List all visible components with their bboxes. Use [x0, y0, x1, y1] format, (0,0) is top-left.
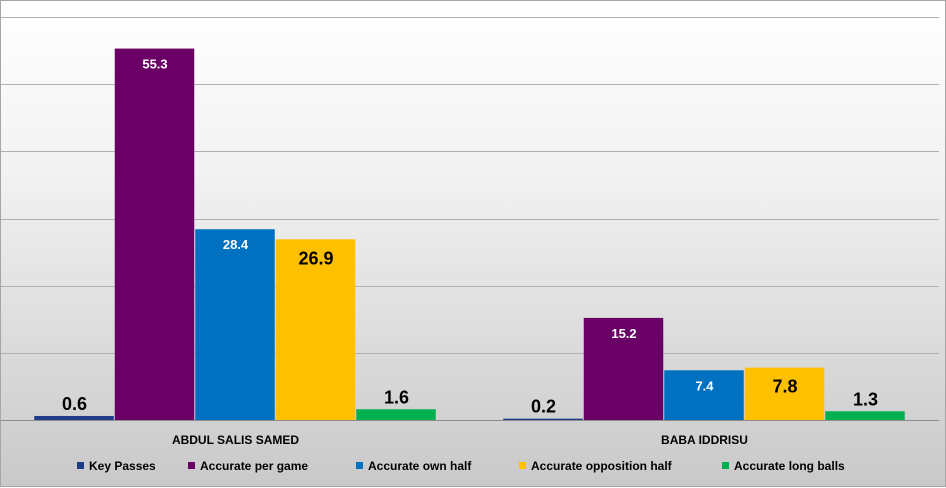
legend-marker: [519, 462, 526, 469]
bar: [503, 418, 583, 420]
bar: [664, 370, 744, 420]
legend-marker: [356, 462, 363, 469]
data-label: 7.8: [772, 377, 797, 397]
data-label: 26.9: [298, 248, 333, 268]
data-label: 28.4: [223, 237, 249, 252]
data-label: 15.2: [611, 326, 636, 341]
legend-marker: [188, 462, 195, 469]
data-label: 1.6: [384, 387, 409, 407]
category-label: ABDUL SALIS SAMED: [172, 433, 299, 447]
legend-label: Accurate long balls: [734, 459, 845, 473]
category-label: BABA IDDRISU: [661, 433, 748, 447]
bar: [583, 317, 664, 420]
legend-label: Accurate per game: [200, 459, 308, 473]
bar: [275, 239, 356, 420]
bar: [195, 229, 275, 420]
legend-label: Accurate own half: [368, 459, 472, 473]
data-label: 7.4: [695, 378, 714, 393]
legend-marker: [722, 462, 729, 469]
data-label: 0.6: [62, 394, 87, 414]
bar: [825, 411, 905, 420]
bar: [744, 367, 825, 420]
bar: [34, 415, 114, 420]
legend-label: Key Passes: [89, 459, 156, 473]
bar: [114, 48, 195, 421]
legend-label: Accurate opposition half: [531, 459, 673, 473]
legend-marker: [77, 462, 84, 469]
bar: [356, 409, 436, 420]
data-label: 1.3: [853, 389, 878, 409]
data-label: 0.2: [531, 397, 556, 417]
data-label: 55.3: [142, 57, 167, 72]
